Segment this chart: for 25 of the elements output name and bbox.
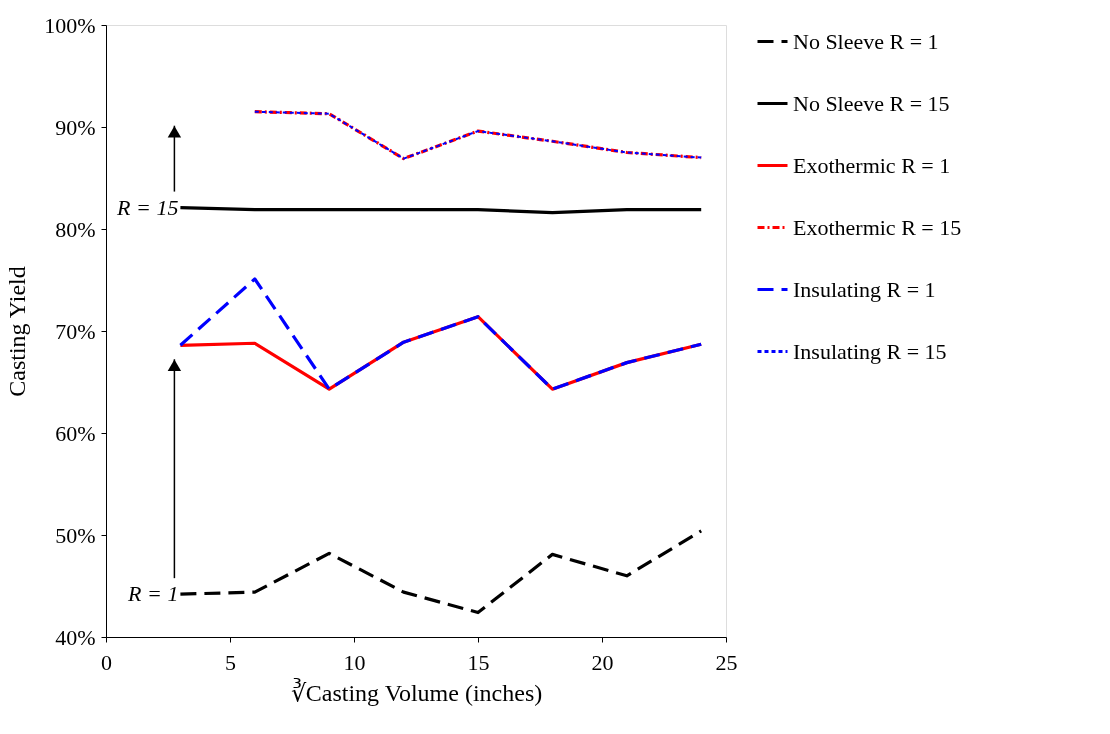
y-tick-label: 40% [55, 624, 96, 650]
y-tick-label: 100% [44, 12, 96, 38]
y-tick-label: 80% [55, 216, 96, 242]
annotation: R = 15 [116, 194, 179, 220]
y-tick-label: 60% [55, 420, 96, 446]
x-tick-label: 10 [343, 649, 366, 675]
legend-label: Insulating R = 1 [793, 276, 936, 302]
x-tick-label: 5 [225, 649, 236, 675]
legend-label: Insulating R = 15 [793, 338, 947, 364]
y-tick-label: 70% [55, 318, 96, 344]
legend-label: Exothermic R = 1 [793, 152, 951, 178]
x-tick-label: 15 [467, 649, 490, 675]
x-tick-label: 0 [101, 649, 112, 675]
legend-label: No Sleeve R = 1 [793, 28, 939, 54]
line-series [178, 529, 703, 615]
line-series [178, 277, 703, 391]
y-axis-title: Casting Yield [4, 266, 31, 397]
legend-label: Exothermic R = 15 [793, 214, 962, 240]
y-tick-label: 50% [55, 522, 96, 548]
y-tick-label: 90% [55, 114, 96, 140]
x-axis-title: ∛Casting Volume (inches) [290, 677, 543, 706]
x-tick-label: 25 [715, 649, 738, 675]
legend-label: No Sleeve R = 15 [793, 90, 950, 116]
annotation: R = 1 [127, 581, 179, 607]
x-tick-label: 20 [591, 649, 614, 675]
